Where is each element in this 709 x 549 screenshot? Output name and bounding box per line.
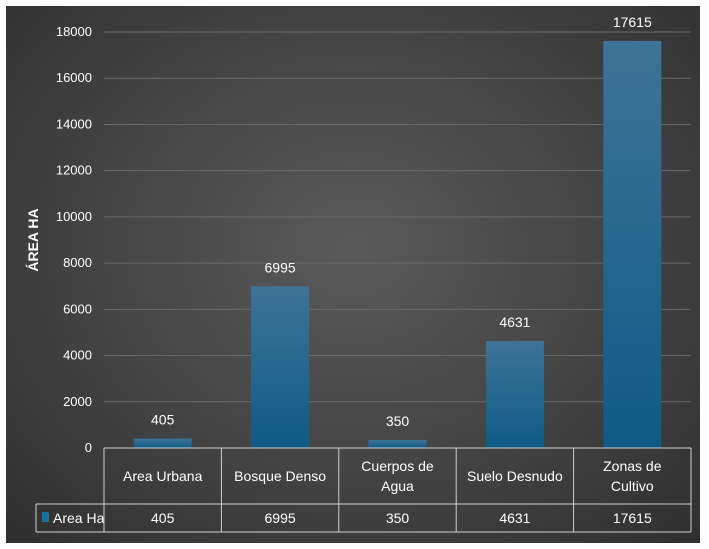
bar bbox=[133, 438, 192, 448]
data-label: 6995 bbox=[265, 259, 296, 275]
y-tick-label: 4000 bbox=[63, 348, 92, 363]
data-table: Area Urbana Bosque Denso Cuerpos de Agua Sue… bbox=[35, 447, 692, 533]
bar bbox=[485, 340, 544, 448]
category-label: Zonas de bbox=[603, 458, 662, 474]
category-label: Cultivo bbox=[611, 478, 654, 494]
table-value: 350 bbox=[386, 510, 410, 526]
y-tick-label: 18000 bbox=[56, 24, 92, 39]
y-axis-label: ÁREA HA bbox=[25, 208, 41, 271]
bar bbox=[251, 286, 310, 448]
chart-area bbox=[6, 6, 700, 543]
y-tick-label: 0 bbox=[85, 440, 92, 455]
y-tick-label: 14000 bbox=[56, 116, 92, 131]
y-tick-label: 12000 bbox=[56, 163, 92, 178]
table-value: 4631 bbox=[499, 510, 530, 526]
table-value: 17615 bbox=[613, 510, 652, 526]
y-tick-label: 10000 bbox=[56, 209, 92, 224]
category-label: Area Urbana bbox=[123, 468, 203, 484]
data-label: 4631 bbox=[499, 314, 530, 330]
bar bbox=[368, 439, 427, 448]
category-label: Cuerpos de bbox=[361, 458, 434, 474]
data-label: 350 bbox=[386, 413, 410, 429]
bars bbox=[133, 40, 662, 449]
table-value: 405 bbox=[151, 510, 175, 526]
y-tick-label: 16000 bbox=[56, 70, 92, 85]
gridlines bbox=[104, 31, 691, 403]
table-value: 6995 bbox=[265, 510, 296, 526]
data-labels: 405 6995 350 4631 17615 bbox=[151, 14, 652, 429]
y-tick-label: 6000 bbox=[63, 301, 92, 316]
bar bbox=[603, 40, 662, 449]
category-label: Suelo Desnudo bbox=[467, 468, 563, 484]
y-axis-ticks: 0 2000 4000 6000 8000 10000 12000 14000 16000 180… bbox=[56, 24, 92, 455]
series-name: Area Ha bbox=[53, 510, 105, 526]
category-label: Bosque Denso bbox=[234, 468, 326, 484]
legend-key bbox=[42, 512, 49, 522]
data-label: 405 bbox=[151, 412, 175, 428]
y-tick-label: 2000 bbox=[63, 394, 92, 409]
category-label: Agua bbox=[381, 478, 414, 494]
data-label: 17615 bbox=[613, 14, 652, 30]
y-tick-label: 8000 bbox=[63, 255, 92, 270]
